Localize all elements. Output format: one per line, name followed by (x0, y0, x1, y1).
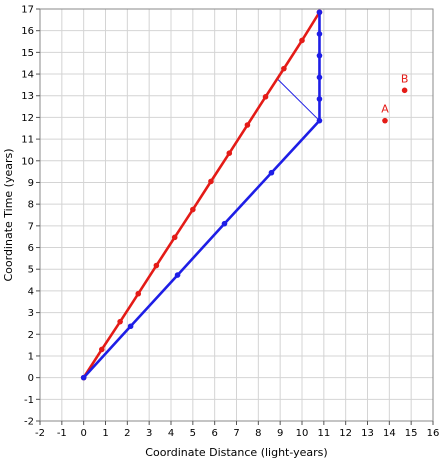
series-1-point (171, 234, 178, 241)
y-tick-label: 14 (21, 70, 34, 81)
y-tick-label: -1 (24, 395, 34, 406)
labeled-point-a (382, 117, 388, 124)
y-tick-label: 3 (28, 308, 34, 319)
series-1-point (153, 262, 160, 269)
y-axis-title: Coordinate Time (years) (2, 148, 15, 281)
series-2-point (316, 9, 323, 16)
y-tick-label: 12 (21, 113, 34, 124)
point-label-a: A (381, 103, 389, 116)
x-tick-label: 9 (277, 428, 283, 439)
y-tick-label: 8 (28, 200, 34, 211)
x-tick-label: 6 (211, 428, 217, 439)
y-tick-label: 6 (28, 243, 34, 254)
series-line-1 (82, 10, 321, 379)
x-tick-label: 0 (80, 428, 86, 439)
x-tick-label: 8 (255, 428, 261, 439)
series-2-point (127, 323, 134, 330)
x-tick-label: 12 (339, 428, 352, 439)
x-tick-label: 14 (383, 428, 396, 439)
y-tick-label: 2 (28, 330, 34, 341)
x-tick-label: 15 (405, 428, 418, 439)
y-tick-label: 11 (21, 135, 34, 146)
x-tick-label: 11 (317, 428, 330, 439)
y-tick-label: 7 (28, 221, 34, 232)
y-tick-label: 5 (28, 265, 34, 276)
series-1-point (244, 122, 251, 128)
x-tick-label: 13 (361, 428, 374, 439)
series-1-point (208, 178, 214, 185)
series-2-point (316, 31, 323, 37)
x-tick-label: 16 (427, 428, 440, 439)
y-tick-label: 10 (21, 156, 34, 167)
series-2-point (316, 52, 323, 59)
y-tick-label: 17 (21, 5, 34, 16)
series-2-point (316, 74, 323, 81)
labeled-point-b (401, 87, 408, 94)
series-2-point (80, 374, 87, 381)
y-tick-label: 4 (28, 286, 34, 297)
series-1-point (299, 37, 305, 44)
series-1-point (281, 65, 287, 72)
x-tick-label: 10 (296, 428, 309, 439)
y-tick-label: 16 (21, 26, 34, 37)
x-tick-label: -2 (35, 428, 45, 439)
x-tick-label: 7 (233, 428, 239, 439)
y-tick-label: 15 (21, 48, 34, 59)
y-tick-label: 0 (28, 373, 34, 384)
series-2-point (221, 220, 228, 227)
x-tick-label: -1 (57, 428, 67, 439)
series-2-point (268, 169, 275, 176)
y-tick-label: 9 (28, 178, 34, 189)
series-2-point (316, 117, 323, 124)
x-tick-label: 2 (124, 428, 130, 439)
series-2-point (316, 96, 323, 102)
x-tick-label: 3 (146, 428, 152, 439)
x-tick-label: 1 (102, 428, 108, 439)
series-2-point (174, 272, 181, 278)
series-1-point (98, 346, 105, 353)
point-label-b: B (401, 72, 409, 85)
series-1-point (117, 318, 123, 325)
y-tick-label: 1 (28, 351, 34, 362)
y-tick-label: 13 (21, 91, 34, 102)
x-tick-label: 5 (190, 428, 196, 439)
x-axis-title: Coordinate Distance (light-years) (145, 446, 327, 459)
series-1-point (135, 290, 142, 297)
series-1-point (190, 206, 196, 213)
annotation-line (277, 79, 320, 122)
x-tick-label: 4 (168, 428, 174, 439)
y-tick-label: -2 (24, 417, 34, 428)
series-1-point (226, 150, 233, 156)
series-1-point (262, 94, 269, 100)
